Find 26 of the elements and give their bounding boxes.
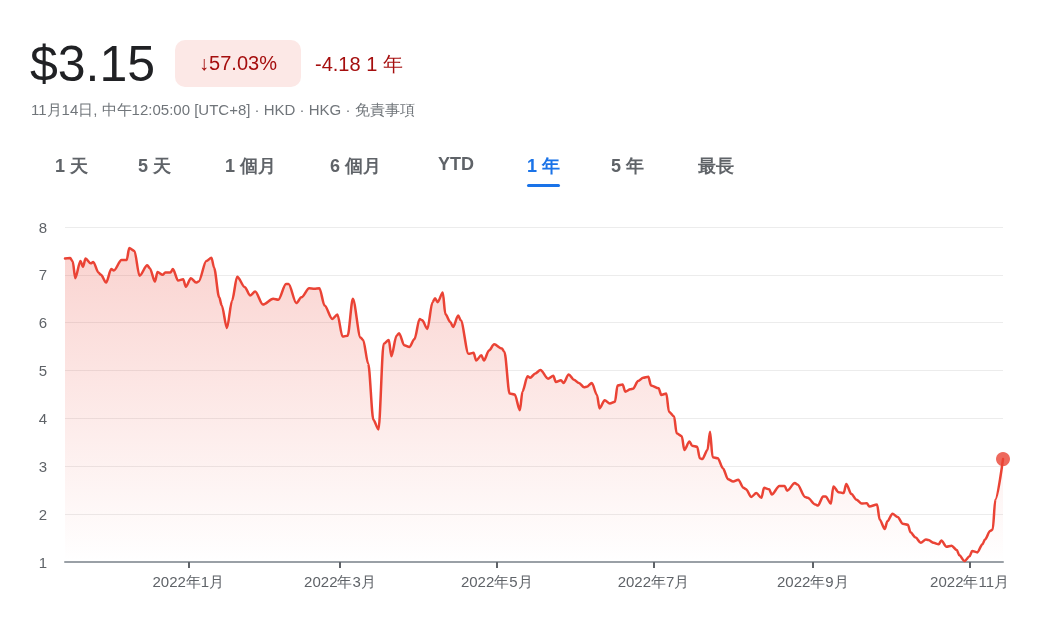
x-tick-label: 2022年3月: [304, 573, 376, 590]
text: ↓57.03%: [175, 40, 301, 87]
chart-subtitle: 11月14日, 中午12:05:00 [UTC+8] · HKD · HKG · 免責事項: [31, 101, 415, 120]
y-tick-label: 1: [38, 553, 47, 571]
y-tick-label: 7: [38, 266, 47, 284]
text: 1 個月: [225, 155, 277, 178]
text: YTD: [438, 154, 474, 175]
y-tick-label: 8: [38, 218, 47, 236]
x-tick-label: 2022年11月: [930, 573, 1010, 590]
y-tick-label: 5: [38, 362, 47, 380]
y-tick-label: 6: [38, 314, 47, 332]
text: 1 天: [55, 155, 89, 178]
y-tick-label: 2: [38, 505, 47, 523]
text: 5 天: [138, 155, 172, 178]
text: 5 年: [611, 155, 645, 178]
y-tick-label: 4: [38, 409, 47, 427]
x-tick-label: 2022年9月: [776, 573, 849, 590]
x-tick-label: 2022年1月: [152, 573, 225, 590]
x-tick-label: 2022年7月: [617, 573, 690, 590]
text: -4.18 1 年: [315, 52, 403, 77]
y-tick-label: 3: [38, 457, 47, 475]
x-tick-label: 2022年5月: [460, 573, 533, 590]
text: 最長: [698, 155, 734, 178]
text: 1 年: [527, 155, 561, 178]
text: 6 個月: [330, 155, 382, 178]
chart-title: $3.15: [30, 35, 156, 93]
